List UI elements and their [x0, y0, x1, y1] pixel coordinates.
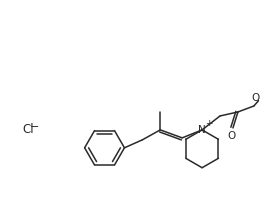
- Text: +: +: [205, 119, 213, 128]
- Text: N: N: [198, 125, 206, 135]
- Text: −: −: [30, 122, 40, 132]
- Text: Cl: Cl: [22, 123, 34, 136]
- Text: O: O: [228, 131, 236, 141]
- Text: O: O: [252, 93, 260, 103]
